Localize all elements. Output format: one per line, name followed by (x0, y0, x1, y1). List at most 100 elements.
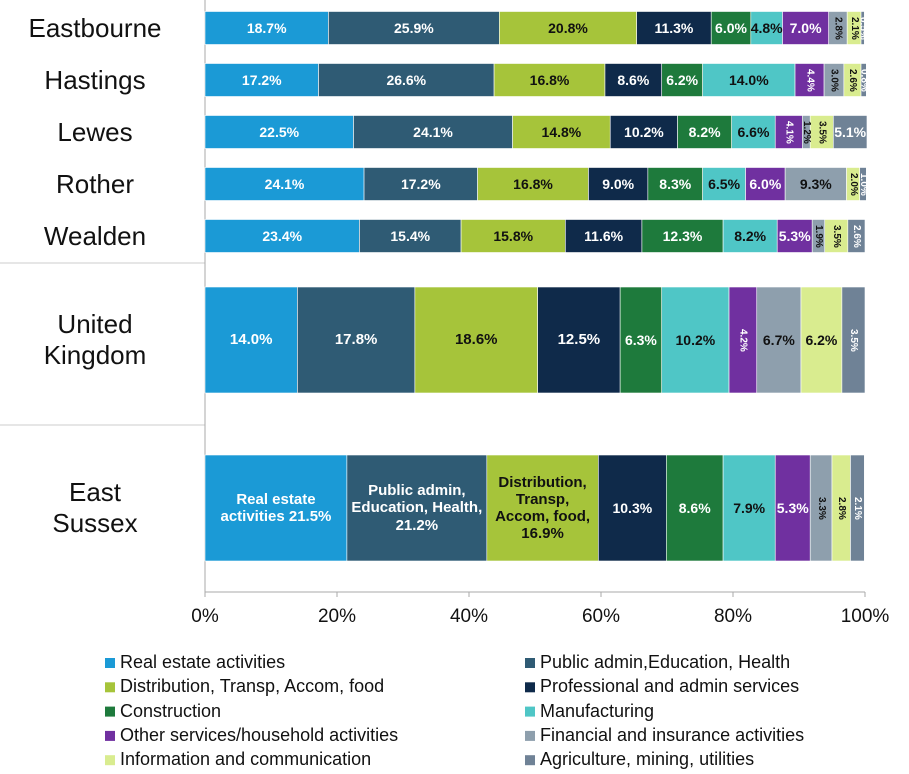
bar-segment (204, 167, 365, 201)
bar-segment (609, 115, 678, 149)
bar-segment (636, 11, 712, 45)
legend-swatch (525, 658, 535, 668)
value-label: 3.3% (815, 496, 827, 520)
bar-segment (702, 167, 746, 201)
bar-segment (359, 219, 462, 253)
value-label: 5.3% (778, 227, 811, 244)
value-label: 18.7% (246, 19, 287, 36)
bar-segment (204, 115, 354, 149)
bar-segment (204, 454, 348, 562)
value-label: 12.3% (662, 227, 703, 244)
value-label: 4.2% (737, 328, 749, 352)
value-label: 0.5% (857, 16, 869, 40)
value-label: 11.6% (584, 227, 624, 244)
value-label: 22.5% (259, 123, 300, 140)
value-label: 12.5% (557, 331, 601, 349)
value-label: 14.0% (229, 331, 273, 349)
value-label: 4.4% (804, 68, 816, 92)
value-label: Real estate activities 21.5% (220, 490, 332, 525)
value-label: 5.1% (834, 123, 867, 140)
bar-segment (486, 454, 599, 562)
value-label: 24.1% (413, 123, 453, 140)
value-label: 4.8% (750, 19, 783, 36)
value-label: 6.0% (749, 175, 782, 192)
value-label: 10.2% (624, 123, 664, 140)
value-label: 7.9% (733, 499, 766, 516)
bar-segment (666, 454, 724, 562)
bar-segment (847, 219, 866, 253)
value-label: 16.8% (513, 175, 553, 192)
bar-segment (784, 167, 847, 201)
value-label: 2.0% (847, 172, 859, 196)
bar-segment (731, 115, 776, 149)
bar-segment (745, 167, 786, 201)
bar-segment (318, 63, 495, 97)
bar-segment (782, 11, 830, 45)
value-label: 2.8% (835, 496, 847, 520)
x-tick-label: 0% (191, 606, 219, 627)
legend-label: Professional and admin services (540, 676, 800, 697)
legend-label: Real estate activities (120, 652, 286, 672)
value-label: 3.5% (848, 328, 860, 352)
value-label: 3.0% (828, 68, 840, 92)
value-label: 17.8% (334, 331, 378, 349)
bar-segment (859, 167, 867, 201)
value-label: 6.6% (737, 123, 770, 140)
bar-segment (776, 219, 813, 253)
bar-segment (661, 286, 730, 394)
value-label: 16.8% (529, 71, 570, 88)
category-label: United Kingdom (43, 309, 147, 371)
value-label: 20.8% (548, 19, 588, 36)
bar-segment (710, 11, 752, 45)
legend-label: Construction (120, 700, 222, 721)
bar-segment (353, 115, 513, 149)
value-label: 8.6% (617, 71, 650, 88)
value-label: 18.6% (454, 331, 498, 349)
bar-segment (204, 286, 298, 394)
legend-label: Financial and insurance activities (540, 724, 805, 745)
value-label: 6.5% (708, 175, 741, 192)
bar-segment (477, 167, 589, 201)
x-tick-label: 60% (581, 606, 621, 627)
x-tick-label: 80% (713, 606, 753, 627)
bar-segment (677, 115, 732, 149)
value-label: 17.2% (241, 71, 282, 88)
legend-swatch (105, 755, 115, 766)
value-label: 6.0% (715, 19, 747, 36)
bar-segment (860, 11, 865, 45)
bar-segment (297, 286, 416, 394)
bar-segment (722, 454, 776, 562)
x-tick-label: 40% (449, 606, 489, 627)
value-label: 17.2% (400, 175, 441, 192)
value-label: 15.4% (390, 227, 431, 244)
value-label: 10.3% (612, 499, 653, 516)
legend-swatch (525, 706, 535, 717)
value-label: 8.6% (678, 499, 711, 516)
value-label: 25.9% (394, 19, 434, 36)
value-label: 10.2% (675, 331, 716, 348)
bar-segment (702, 63, 796, 97)
value-label: 2.6% (851, 224, 863, 248)
value-label: 0.8% (858, 68, 870, 92)
bar-segment (328, 11, 500, 45)
bar-segment (833, 115, 868, 149)
bar-segment (565, 219, 643, 253)
legend-swatch (105, 730, 115, 741)
legend-swatch (525, 682, 535, 693)
bar-segment (641, 219, 724, 253)
category-label: Wealden (43, 220, 147, 251)
value-label: 8.3% (659, 175, 692, 192)
bar-segment (774, 454, 811, 562)
value-label: 6.2% (805, 331, 838, 348)
value-label: 3.5% (816, 120, 828, 144)
bar-segment (619, 286, 663, 394)
value-label: 2.6% (847, 68, 859, 92)
category-label: Rother (55, 168, 135, 199)
value-label: 8.2% (734, 227, 767, 244)
category-label: East Sussex (52, 477, 138, 539)
value-label: 11.3% (654, 19, 694, 36)
value-label: 9.0% (602, 175, 635, 192)
value-label: 26.6% (386, 71, 427, 88)
value-label: 7.0% (789, 19, 822, 36)
